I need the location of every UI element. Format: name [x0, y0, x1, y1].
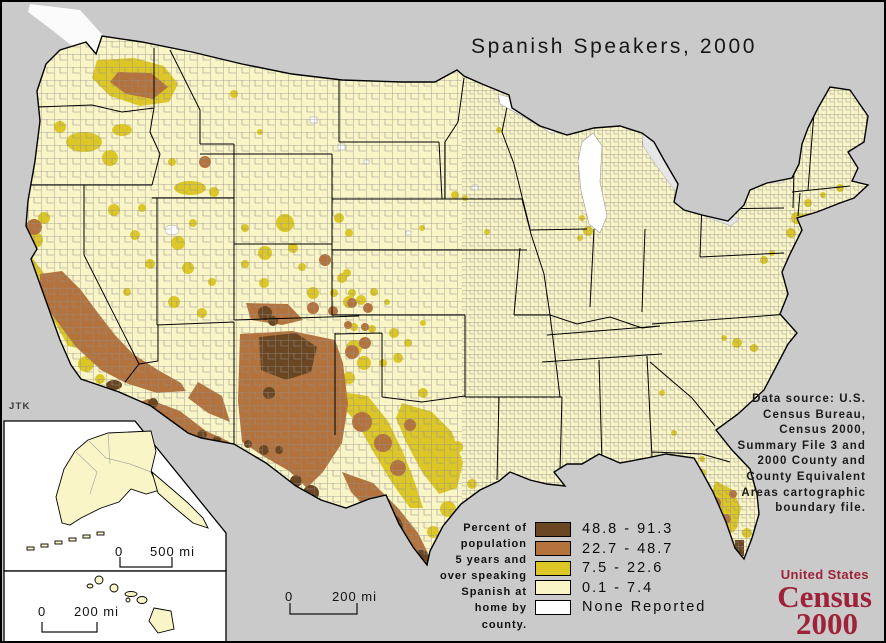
legend-row: 22.7 - 48.7 — [535, 540, 706, 557]
cartographer-initials: JTK — [9, 401, 31, 412]
legend-swatch — [535, 560, 571, 576]
logo-2000: 2000 — [796, 606, 858, 641]
data-source-line: Census Bureau, — [763, 408, 866, 421]
logo-united-states: United States — [780, 567, 869, 582]
legend-label: 7.5 - 22.6 — [582, 560, 664, 576]
legend-label: None Reported — [582, 599, 707, 615]
aleutian-islands — [26, 531, 105, 551]
hawaii-scale-zero: 0 — [38, 604, 47, 619]
main-scale-label: 200 mi — [332, 589, 378, 604]
data-source-line: Summary File 3 and — [737, 439, 866, 452]
data-source-note: Data source: U.S. Census Bureau, Census … — [692, 392, 866, 517]
data-source-line: boundary file. — [775, 502, 866, 515]
legend-row: None Reported — [535, 599, 707, 615]
legend-swatch — [535, 580, 571, 595]
data-source-line: Census 2000, — [779, 424, 866, 437]
hawaii-scale-bracket — [41, 622, 98, 633]
data-source-line: 2000 County and — [757, 455, 866, 468]
legend-swatch — [535, 541, 571, 556]
census-2000-logo: United States Census 2000 — [750, 568, 872, 639]
legend: 48.8 - 91.3 22.7 - 48.7 7.5 - 22.6 0.1 -… — [535, 521, 707, 615]
hawaii-scale-label: 200 mi — [74, 604, 120, 619]
legend-row: 48.8 - 91.3 — [535, 521, 706, 537]
legend-swatch — [535, 521, 571, 537]
legend-label: 0.1 - 7.4 — [582, 579, 654, 596]
legend-label: 22.7 - 48.7 — [582, 540, 674, 557]
data-source-line: Data source: U.S. — [752, 393, 866, 405]
state-boundaries — [29, 48, 851, 481]
alaska-scale-label: 500 mi — [150, 544, 196, 559]
alaska-scale-bracket — [119, 557, 173, 568]
legend-label: 48.8 - 91.3 — [582, 521, 674, 537]
alaska-scale-zero: 0 — [115, 544, 124, 559]
hawaii-inset — [3, 570, 227, 641]
legend-swatch — [535, 599, 571, 615]
hawaii-islands — [86, 575, 175, 634]
main-scale-bracket — [289, 603, 358, 615]
logo-census: Census — [777, 579, 872, 614]
data-source-line: County Equivalent — [746, 470, 866, 483]
main-scale-zero: 0 — [285, 589, 294, 604]
lower48-outline — [25, 35, 870, 567]
data-source-line: Areas cartographic — [741, 486, 866, 499]
legend-description: Percent of population 5 years and over s… — [440, 522, 527, 631]
legend-row: 0.1 - 7.4 — [535, 579, 706, 596]
alaska-inset — [3, 420, 227, 572]
legend-row: 7.5 - 22.6 — [535, 560, 706, 576]
page-title: Spanish Speakers, 2000 — [470, 35, 758, 58]
